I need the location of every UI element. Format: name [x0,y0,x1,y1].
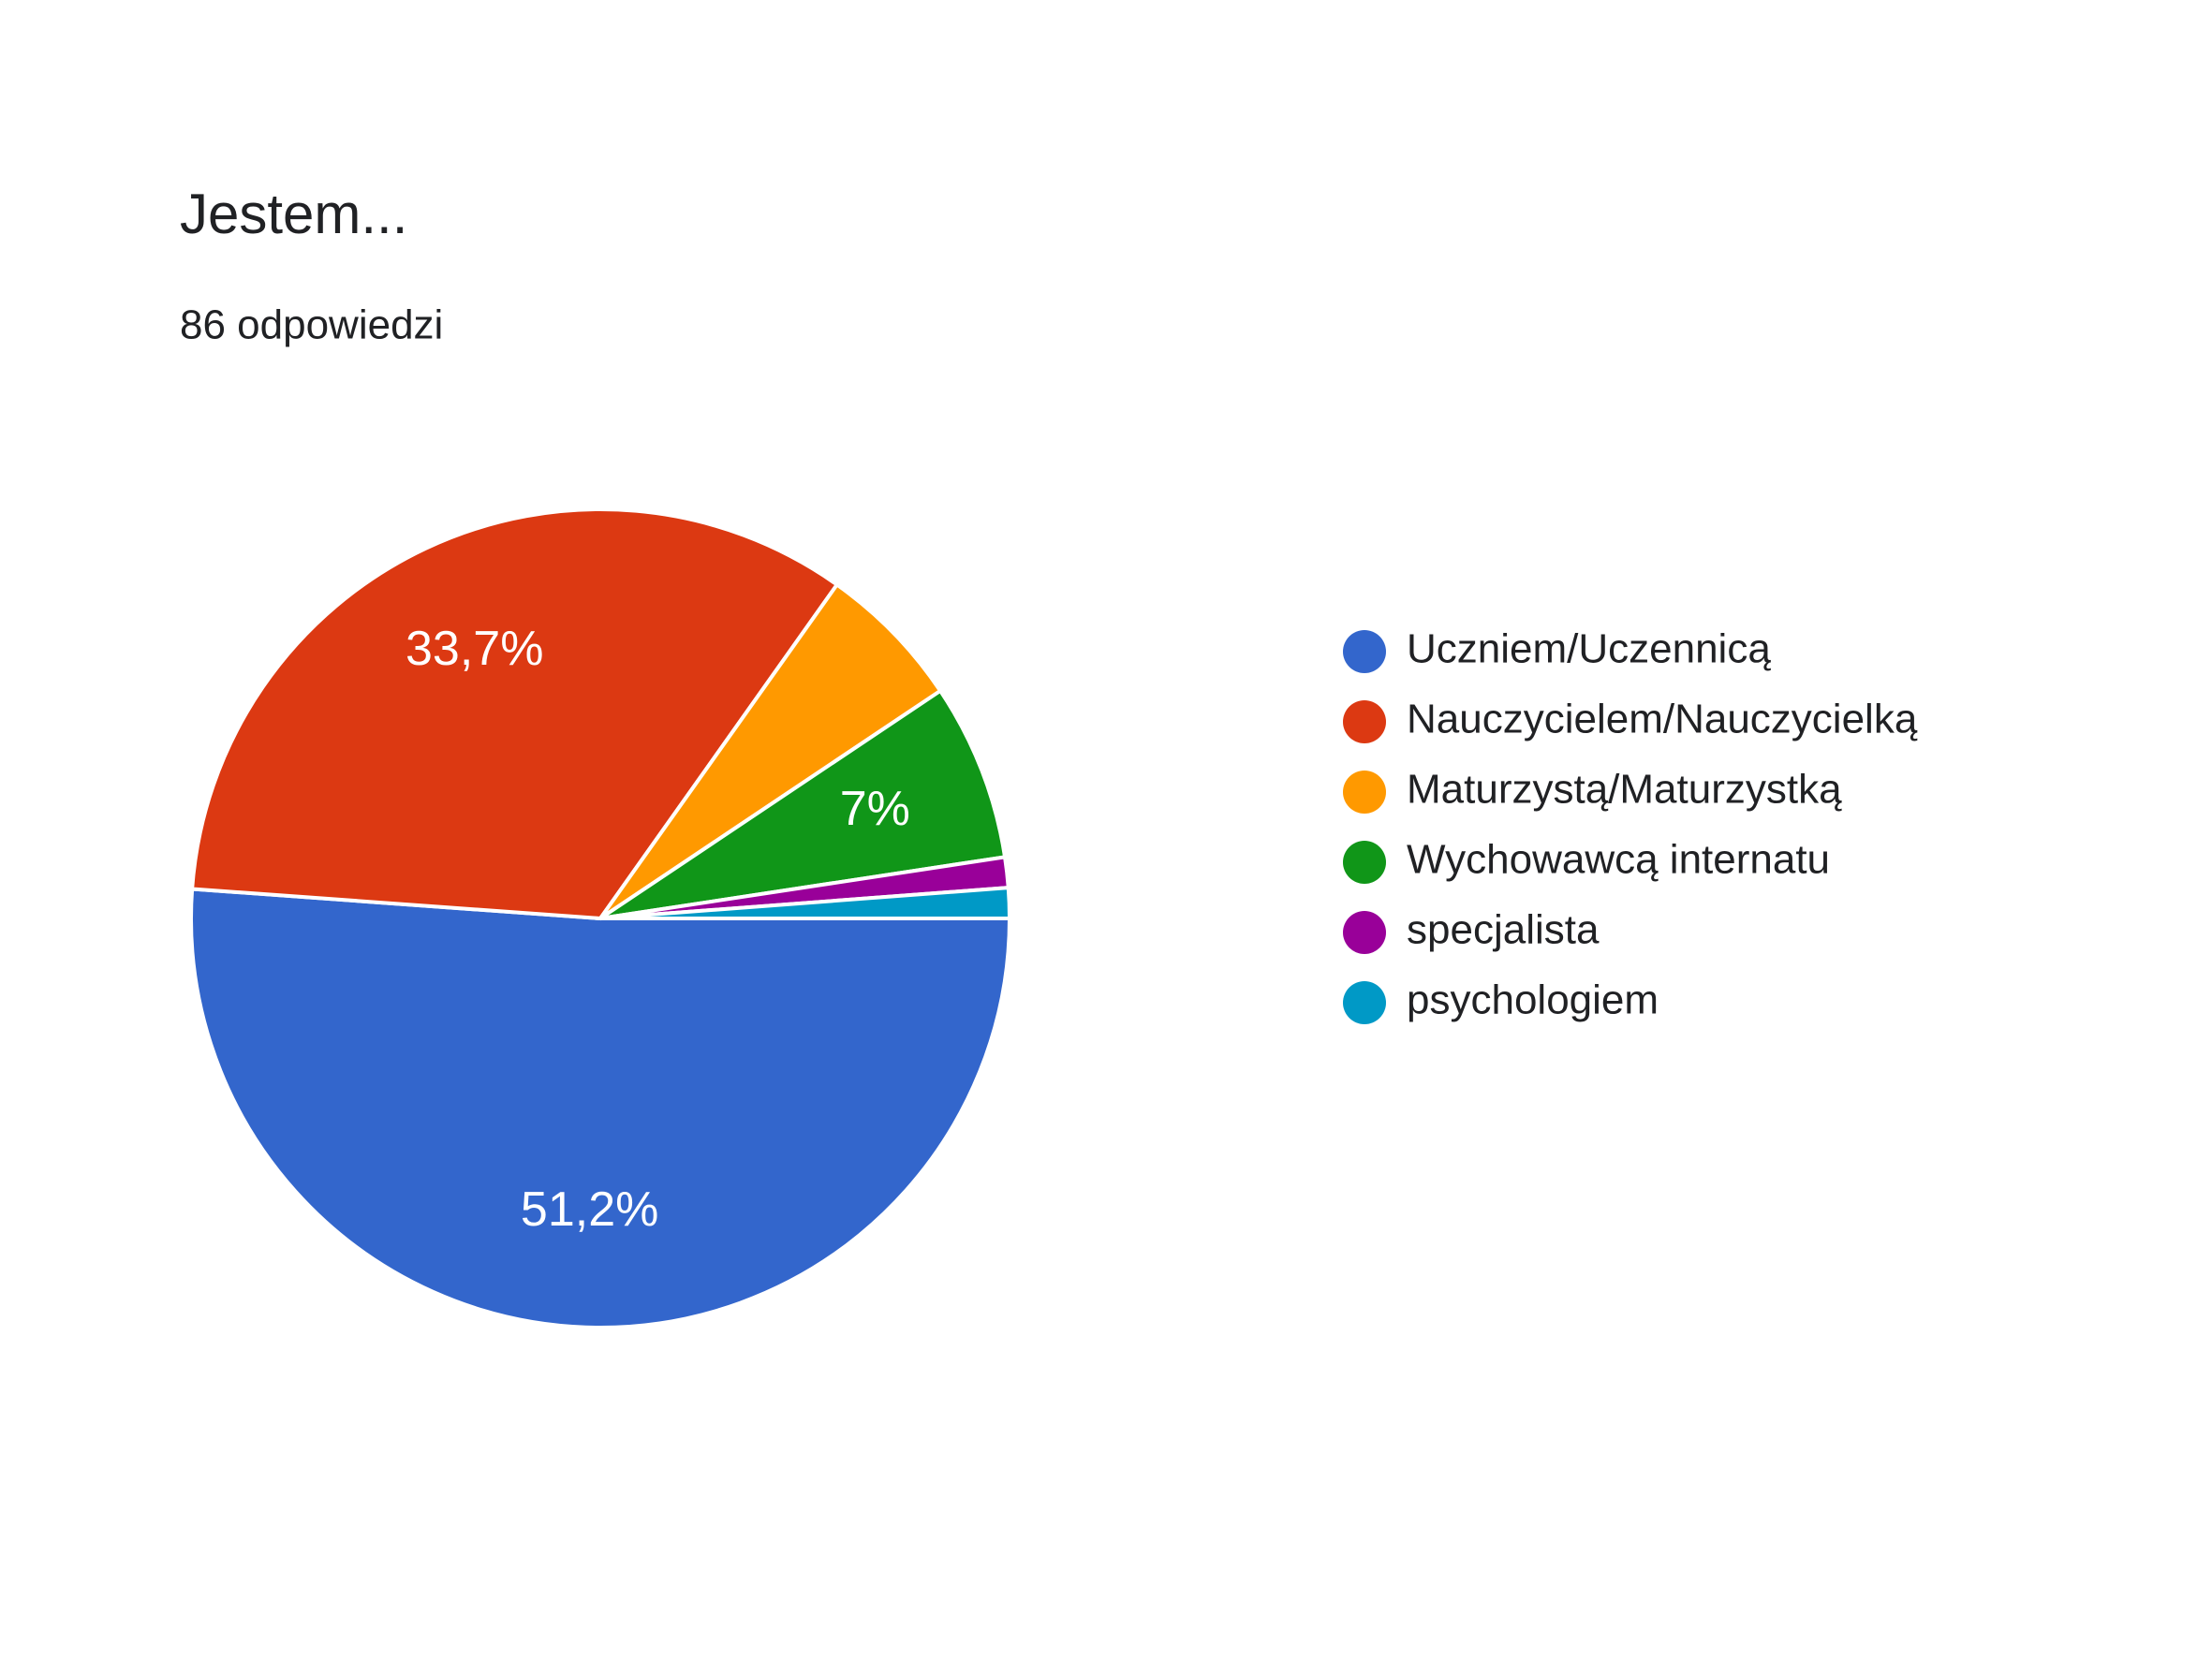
legend-marker [1343,630,1386,673]
pie-slice [598,581,943,920]
pie-slice [598,688,1008,920]
pie-slice [189,507,840,921]
data-label: 51,2% [521,1182,658,1237]
legend-marker [1343,700,1386,743]
legend-label: Uczniem/Uczennicą [1407,626,1771,672]
legend-marker [1343,911,1386,954]
legend-label: specjalista [1407,907,1600,953]
pie-slice [599,885,1012,920]
legend-label: psychologiem [1407,977,1659,1023]
legend-label: Nauczycielem/Nauczycielką [1407,697,1918,742]
legend: Uczniem/Uczennicą Nauczycielem/Nauczyciel… [1343,626,1918,1024]
pie: 51,2% 33,7% 7% [189,507,1012,1329]
pie-slice [189,887,1012,1329]
legend-marker [1343,981,1386,1024]
data-label: 7% [840,782,910,836]
legend-label: Maturzystą/Maturzystką [1407,767,1842,813]
legend-marker [1343,841,1386,884]
legend-marker [1343,771,1386,814]
chart-title: Jestem... [180,183,407,245]
data-label: 33,7% [406,622,543,676]
legend-label: Wychowawcą internatu [1407,837,1830,883]
chart-subtitle: 86 odpowiedzi [180,302,443,348]
